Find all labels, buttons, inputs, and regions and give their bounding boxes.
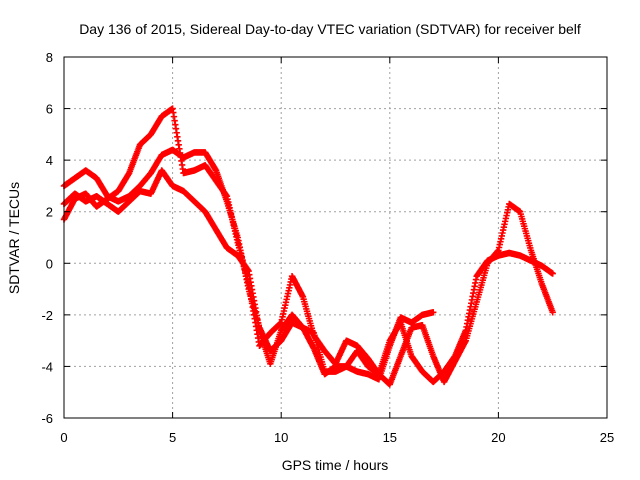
x-axis-label: GPS time / hours	[282, 457, 389, 473]
plot-frame	[63, 56, 608, 419]
data-point	[549, 309, 556, 316]
y-tick-label: 2	[46, 205, 53, 220]
y-tick-label: 4	[46, 153, 53, 168]
x-tick-label: 10	[274, 430, 288, 445]
series-track-c	[60, 167, 556, 386]
series-track-a	[60, 146, 437, 383]
y-tick-label: 6	[46, 102, 53, 117]
x-tick-label: 5	[169, 430, 176, 445]
x-tick-label: 0	[60, 430, 67, 445]
x-tick-label: 25	[600, 430, 614, 445]
y-tick-label: 0	[46, 256, 53, 271]
axis-ticks: 0 5 10 15 20 25 -6 -4 -2 0 2 4 6 8	[41, 50, 614, 445]
data-points	[60, 105, 556, 388]
x-tick-label: 15	[383, 430, 397, 445]
series-track-b	[60, 105, 556, 388]
y-tick-label: 8	[46, 50, 53, 65]
y-tick-label: -2	[41, 308, 53, 323]
chart-title: Day 136 of 2015, Sidereal Day-to-day VTE…	[79, 21, 581, 37]
x-tick-label: 20	[491, 430, 505, 445]
data-point	[430, 309, 437, 316]
y-tick-label: -6	[41, 411, 53, 426]
y-axis-label: SDTVAR / TECUs	[6, 182, 22, 294]
data-point	[549, 270, 556, 277]
y-tick-label: -4	[41, 359, 53, 374]
